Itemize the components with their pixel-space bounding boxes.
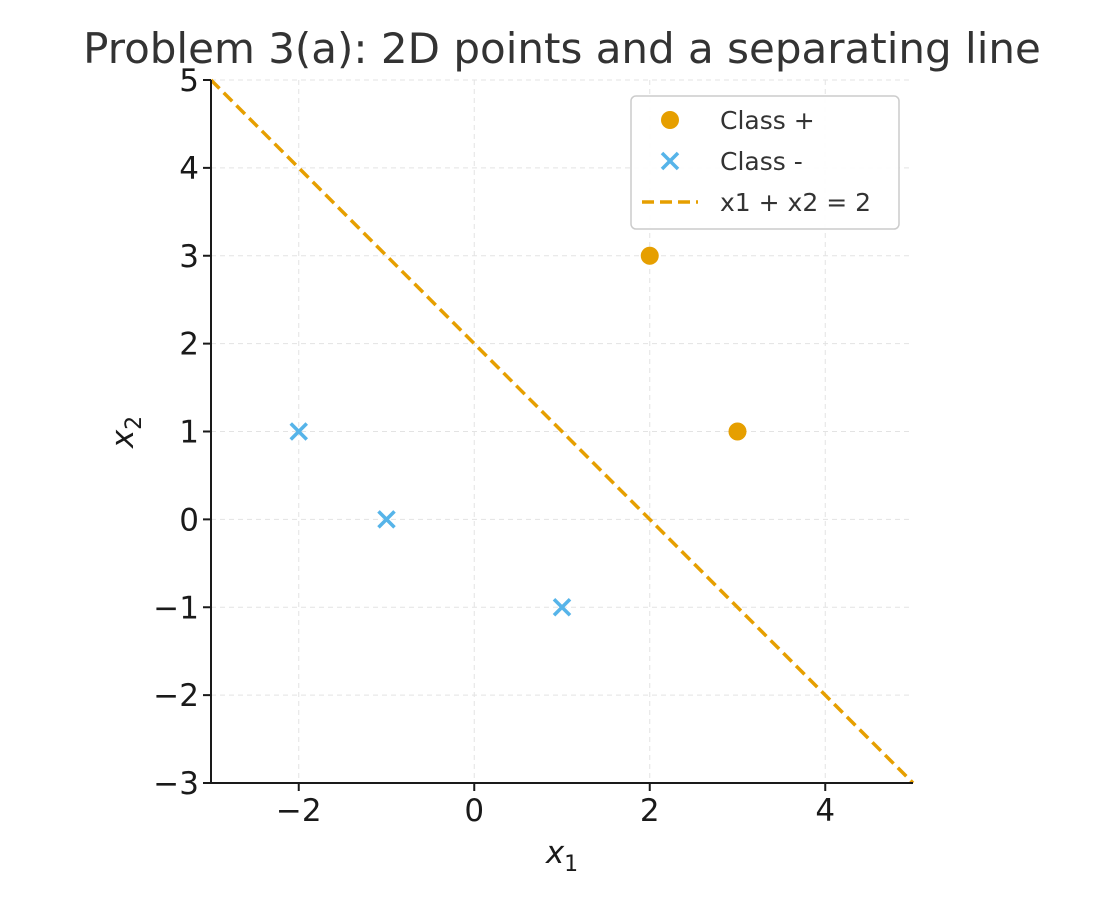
legend: Class + Class - x1 + x2 = 2 <box>630 95 900 230</box>
data-point-class-plus-1 <box>728 422 747 441</box>
y-tick-label: 2 <box>179 327 199 363</box>
y-tick-label: 4 <box>179 151 199 187</box>
y-tick-label: −1 <box>153 590 199 626</box>
data-point-class-minus-2 <box>552 598 572 617</box>
y-tick-label: 5 <box>179 63 199 99</box>
legend-box <box>630 95 900 230</box>
x-tick-label: 0 <box>464 793 484 829</box>
y-tick-label: −2 <box>153 678 199 714</box>
separating-line <box>209 78 915 785</box>
data-layer <box>209 78 915 785</box>
y-axis-ticks: −3 −2 −1 0 1 2 3 4 5 <box>153 63 211 802</box>
legend-entries: Class + Class - x1 + x2 = 2 <box>642 106 871 217</box>
data-point-class-plus-0 <box>640 246 659 265</box>
data-point-class-minus-0 <box>289 422 308 441</box>
legend-swatch-class-plus <box>661 111 679 129</box>
y-tick-label: 0 <box>179 502 199 538</box>
chart-title: Problem 3(a): 2D points and a separating… <box>83 24 1041 73</box>
legend-label: Class + <box>720 106 815 135</box>
x-tick-label: −2 <box>276 793 322 829</box>
x-tick-label: 4 <box>815 793 835 829</box>
x-axis-label: x1 <box>545 835 578 877</box>
legend-swatch-class-minus <box>660 151 680 171</box>
x-axis-ticks: −2 0 2 4 <box>276 783 835 829</box>
y-tick-label: −3 <box>153 766 199 802</box>
legend-label: x1 + x2 = 2 <box>720 188 871 217</box>
y-tick-label: 1 <box>179 415 199 451</box>
data-point-class-minus-1 <box>377 510 396 529</box>
y-tick-label: 3 <box>179 239 199 275</box>
x-tick-label: 2 <box>640 793 660 829</box>
y-axis-label: x2 <box>105 416 147 449</box>
legend-label: Class - <box>720 147 803 176</box>
